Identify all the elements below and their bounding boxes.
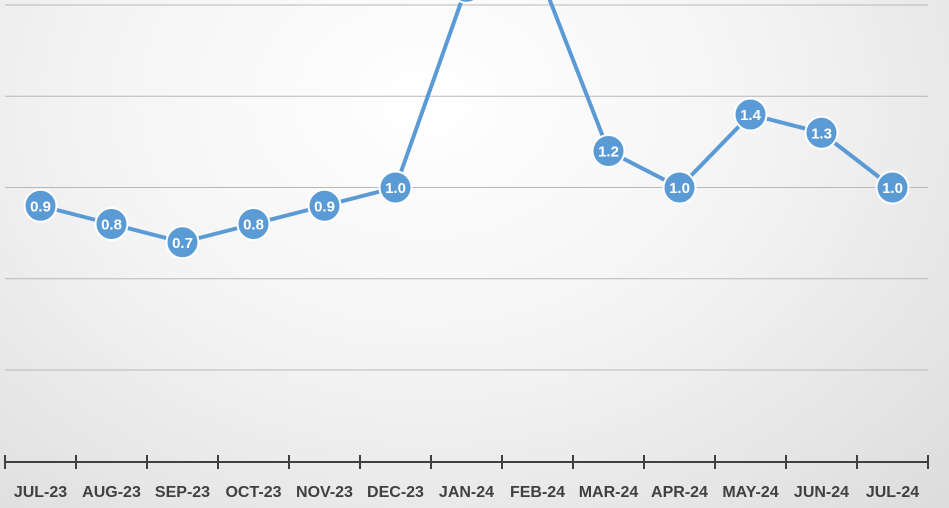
x-tick-label: APR-24: [651, 484, 708, 501]
x-tick-label: JUN-24: [794, 484, 849, 501]
data-label: 1.0: [385, 180, 406, 197]
x-tick-label: OCT-23: [225, 484, 281, 501]
x-tick-label: MAR-24: [579, 484, 639, 501]
data-label: 1.0: [882, 180, 903, 197]
x-tick-label: SEP-23: [155, 484, 210, 501]
data-point-marker: [455, 0, 478, 4]
data-point-marker: [378, 170, 413, 205]
data-label: 0.9: [314, 198, 335, 215]
x-tick-label: NOV-23: [296, 484, 353, 501]
data-label: 0.9: [30, 198, 51, 215]
data-point-marker: [733, 97, 768, 132]
data-label: 1.2: [598, 144, 619, 161]
data-point-marker: [94, 207, 129, 241]
data-point-marker: [307, 188, 342, 223]
gridlines: [5, 4, 928, 371]
x-tick-label: JUL-23: [14, 484, 67, 501]
x-tick-label: DEC-23: [367, 484, 424, 501]
data-point-marker: [23, 188, 58, 223]
data-point-marker: [662, 170, 697, 205]
data-label: 1.4: [740, 107, 762, 124]
data-point-marker: [165, 225, 200, 260]
data-label: 0.8: [243, 217, 264, 234]
data-label: 0.7: [172, 235, 193, 252]
data-point-marker: [804, 115, 839, 150]
x-tick-label: FEB-24: [510, 484, 565, 501]
x-tick-label: AUG-23: [82, 484, 141, 501]
data-label: 0.8: [101, 217, 122, 234]
x-tick-label: JAN-24: [439, 484, 494, 501]
x-axis: JUL-23 AUG-23 SEP-23 OCT-23 NOV-23 DEC-23 JAN-…: [4, 455, 929, 501]
x-tick-label: JUL-24: [866, 484, 919, 501]
data-point-marker: [875, 170, 910, 205]
x-tick-label: MAY-24: [722, 484, 778, 501]
markers: 0.90.80.70.80.91.02.12.21.21.01.41.31.0: [23, 0, 910, 260]
data-point-marker: [236, 207, 271, 241]
data-label: 1.0: [669, 180, 690, 197]
data-point-marker: [591, 134, 626, 168]
data-label: 1.3: [811, 125, 832, 142]
